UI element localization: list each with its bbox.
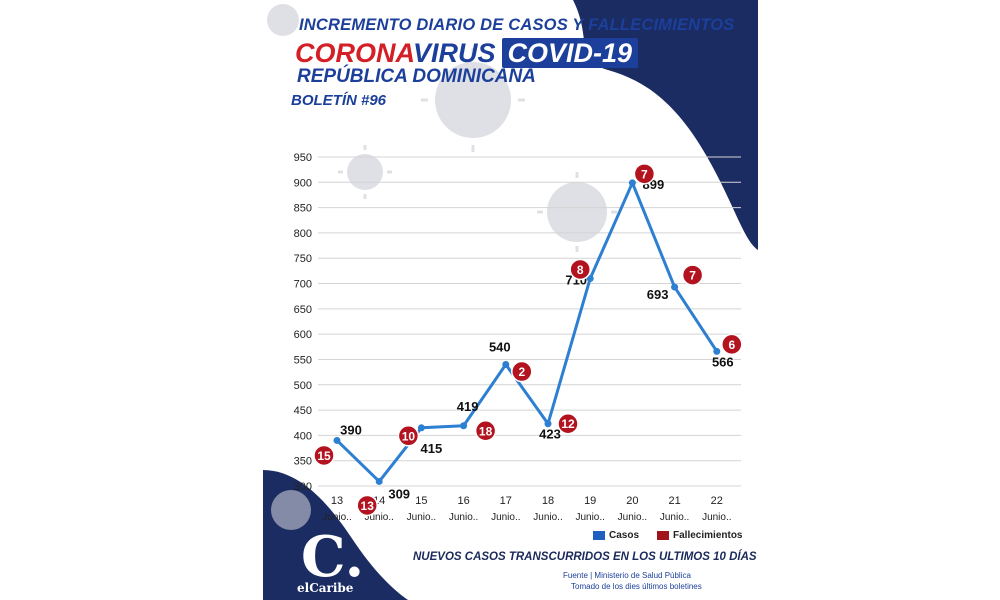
- x-tick-month: Junio..: [702, 512, 731, 523]
- deaths-badge: [356, 494, 378, 517]
- x-tick-month: Junio..: [449, 512, 478, 523]
- deaths-badge: [569, 258, 591, 281]
- y-tick-label: 450: [294, 405, 312, 417]
- deaths-data-label: 10: [402, 429, 416, 443]
- x-tick-month: Junio..: [322, 512, 351, 523]
- y-tick-label: 500: [294, 380, 312, 392]
- deaths-badge: [721, 333, 743, 356]
- deaths-data-label: 18: [479, 424, 493, 438]
- cases-point: [544, 420, 552, 428]
- y-tick-label: 950: [294, 152, 312, 164]
- y-tick-label: 350: [294, 456, 312, 468]
- legend-cases-swatch: [593, 531, 605, 540]
- x-tick-day: 22: [711, 495, 723, 507]
- logo-mark: C.: [301, 524, 365, 590]
- x-tick-day: 16: [457, 495, 469, 507]
- deaths-badge: [474, 420, 497, 442]
- cases-data-label: 390: [340, 422, 362, 437]
- x-tick-day: 20: [626, 495, 638, 507]
- legend-deaths-swatch: [657, 531, 670, 540]
- deaths-data-label: 12: [561, 417, 575, 431]
- y-tick-label: 900: [294, 177, 312, 189]
- source-line-2: Tomado de los dies últimos boletines: [571, 582, 702, 591]
- source-line-1: Fuente | Ministerio de Salud Pública: [563, 571, 691, 580]
- cases-data-label: 419: [457, 399, 479, 414]
- cases-data-label: 309: [388, 486, 410, 501]
- legend: Casos Fallecimientos: [593, 530, 742, 541]
- cases-point: [417, 424, 425, 432]
- cases-data-label: 566: [712, 354, 734, 369]
- chart: 300 350 400 450 500 550 600 650 700 750 800 850 900 9…: [294, 152, 743, 523]
- cases-point: [333, 436, 341, 444]
- deaths-data-label: 15: [317, 449, 331, 463]
- cases-point: [586, 274, 594, 282]
- x-tick-day: 13: [331, 495, 343, 507]
- title-line-2: CORONAVIRUS COVID-19: [295, 38, 639, 69]
- deaths-data-label: 6: [728, 338, 735, 352]
- cases-point: [502, 361, 510, 369]
- deaths-data-label: 8: [577, 263, 584, 277]
- cases-point: [671, 283, 679, 291]
- cases-data-label: 693: [647, 287, 669, 302]
- x-tick-month: Junio..: [407, 512, 436, 523]
- cases-data-label: 423: [539, 427, 561, 442]
- deaths-data-label: 13: [361, 499, 375, 513]
- cases-point: [375, 477, 383, 485]
- x-tick-month: Junio..: [364, 512, 393, 523]
- legend-deaths-label: Fallecimientos: [673, 530, 743, 541]
- deaths-badge: [313, 444, 335, 467]
- cases-data-label: 540: [489, 340, 511, 355]
- x-tick-month: Junio..: [618, 512, 647, 523]
- deaths-data-label: 7: [641, 167, 648, 181]
- poster: INCREMENTO DIARIO DE CASOS Y FALLECIMIEN…: [263, 0, 758, 600]
- title-line-1: INCREMENTO DIARIO DE CASOS Y FALLECIMIEN…: [299, 16, 735, 34]
- logo-text: elCaribe: [297, 581, 354, 595]
- x-tick-month: Junio..: [575, 512, 604, 523]
- x-tick-month: Junio..: [533, 512, 562, 523]
- y-tick-label: 850: [294, 203, 312, 215]
- deaths-data-label: 7: [689, 269, 696, 283]
- deaths-badge: [397, 425, 420, 447]
- title-covid: COVID-19: [501, 38, 639, 68]
- cases-line: [335, 181, 719, 483]
- deaths-badge: [511, 360, 533, 383]
- cases-point: [628, 179, 636, 187]
- x-tick-day: 17: [500, 495, 512, 507]
- y-tick-label: 300: [294, 481, 312, 493]
- y-tick-label: 550: [294, 354, 312, 366]
- x-tick-day: 18: [542, 495, 554, 507]
- cases-point: [460, 422, 468, 430]
- deaths-badge: [633, 163, 656, 185]
- y-tick-label: 800: [294, 228, 312, 240]
- y-tick-label: 400: [294, 430, 312, 442]
- y-tick-label: 700: [294, 279, 312, 291]
- title-virus: VIRUS: [413, 38, 496, 68]
- x-tick-day: 19: [584, 495, 596, 507]
- x-tick-day: 15: [415, 495, 427, 507]
- virus-decor-icon: [267, 4, 607, 530]
- title-corona: CORONA: [295, 38, 413, 68]
- y-tick-label: 750: [294, 253, 312, 265]
- cases-data-label: 415: [421, 441, 443, 456]
- cases-point: [713, 347, 721, 355]
- bulletin-number: BOLETÍN #96: [291, 92, 387, 109]
- deaths-data-label: 2: [518, 365, 525, 379]
- x-tick-month: Junio..: [491, 512, 520, 523]
- y-tick-label: 600: [294, 329, 312, 341]
- title-line-3: REPÚBLICA DOMINICANA: [297, 66, 536, 87]
- chart-subtitle: NUEVOS CASOS TRANSCURRIDOS EN LOS ULTIMO…: [413, 551, 757, 563]
- legend-cases-label: Casos: [609, 530, 640, 541]
- x-tick-month: Junio..: [660, 512, 689, 523]
- deaths-badge: [557, 412, 579, 435]
- x-tick-day: 21: [668, 495, 680, 507]
- y-tick-label: 650: [294, 304, 312, 316]
- deaths-badge: [681, 264, 704, 286]
